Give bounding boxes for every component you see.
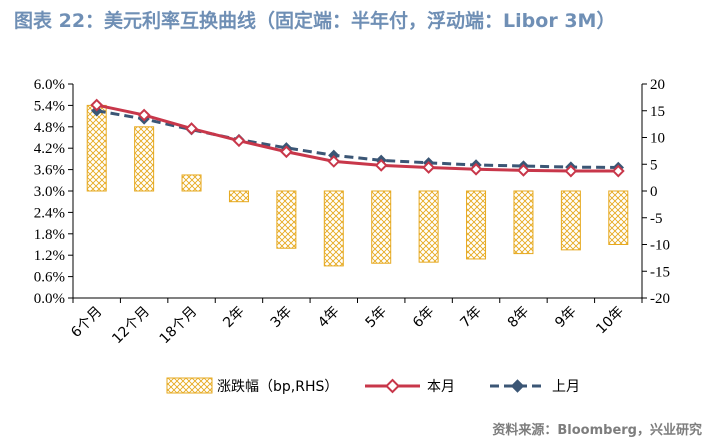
x-tick-label: 8年 (505, 304, 533, 332)
left-tick-label: 4.2% (34, 141, 65, 157)
change-bars (86, 104, 629, 267)
change-bar (466, 190, 487, 260)
legend-label-current: 本月 (427, 379, 455, 395)
right-tick-label: 0 (650, 184, 658, 200)
chart-title: 图表 22：美元利率互换曲线（固定端：半年付，浮动端：Libor 3M） (14, 10, 616, 32)
legend-label-change: 涨跌幅（bp,RHS） (217, 379, 338, 395)
right-tick-label: -10 (650, 238, 670, 254)
x-tick-label: 2年 (220, 304, 248, 332)
x-tick-label: 18个月 (157, 304, 201, 348)
left-tick-label: 1.2% (34, 248, 65, 264)
x-tick-label: 5年 (363, 304, 391, 332)
left-tick-label: 6.0% (34, 77, 65, 93)
change-bar (513, 190, 534, 255)
legend-swatch-change (166, 377, 213, 394)
x-tick-label: 7年 (457, 304, 485, 332)
left-tick-label: 3.6% (34, 163, 65, 179)
left-tick-label: 2.4% (34, 205, 65, 221)
x-tick-label: 12个月 (109, 304, 153, 348)
change-bar (181, 174, 202, 192)
current-month-point (422, 161, 436, 174)
legend-marker-current (385, 378, 400, 394)
x-tick-label: 9年 (552, 304, 580, 332)
current-month-point (327, 154, 341, 168)
current-month-point (517, 163, 530, 177)
change-bar (418, 190, 439, 263)
right-tick-label: 10 (650, 131, 665, 147)
change-bar (86, 104, 107, 192)
current-month-line (96, 103, 619, 173)
current-month-point (185, 122, 198, 135)
left-tick-label: 0.6% (34, 270, 65, 286)
previous-month-line (96, 109, 619, 169)
change-bar (228, 190, 249, 203)
change-bar (276, 190, 297, 249)
x-tick-label: 6年 (410, 304, 438, 332)
change-bar (323, 190, 344, 267)
legend: 涨跌幅（bp,RHS） 本月 上月 (166, 377, 580, 395)
rate-lines (90, 98, 625, 178)
x-tick-label: 3年 (268, 304, 296, 332)
right-tick-label: 15 (650, 104, 665, 120)
current-month-point (232, 134, 246, 148)
left-tick-label: 3.0% (34, 184, 65, 200)
right-tick-label: 5 (650, 157, 658, 173)
change-bar (560, 190, 581, 251)
x-tick-label: 6个月 (68, 304, 105, 341)
current-month-point (90, 98, 104, 112)
left-tick-label: 5.4% (34, 98, 65, 114)
right-tick-label: 20 (650, 77, 665, 93)
current-month-point (137, 108, 151, 122)
current-month-point (374, 158, 388, 172)
legend-marker-previous (510, 379, 525, 393)
change-bar (134, 126, 155, 192)
legend-label-previous: 上月 (552, 379, 580, 395)
right-tick-label: -15 (650, 264, 670, 280)
left-tick-label: 0.0% (34, 291, 65, 307)
x-tick-label: 10年 (593, 304, 627, 338)
x-tick-label: 4年 (315, 304, 343, 332)
current-month-point (469, 162, 483, 176)
right-tick-label: -5 (650, 211, 663, 227)
right-tick-label: -20 (650, 291, 670, 307)
current-month-point (279, 145, 293, 159)
current-month-point (564, 164, 578, 178)
current-month-point (611, 164, 625, 178)
left-tick-label: 1.8% (34, 227, 65, 243)
source-note: 资料来源：Bloomberg，兴业研究 (492, 423, 702, 438)
change-bar (608, 190, 629, 245)
change-bar (371, 190, 392, 264)
left-tick-label: 4.8% (34, 120, 65, 136)
